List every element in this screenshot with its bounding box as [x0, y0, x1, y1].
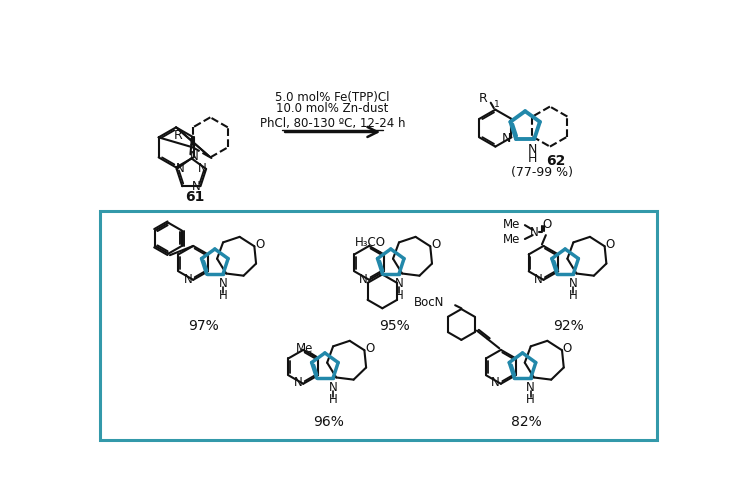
Text: (77-99 %): (77-99 %) [511, 166, 573, 179]
Text: N: N [190, 150, 199, 163]
Text: 1: 1 [189, 138, 194, 147]
Text: N: N [293, 376, 302, 389]
Text: H: H [395, 289, 403, 302]
Text: 62: 62 [546, 154, 566, 168]
Text: O: O [542, 218, 551, 231]
Text: 5.0 mol% Fe(TPP)Cl: 5.0 mol% Fe(TPP)Cl [276, 91, 390, 104]
Text: 96%: 96% [313, 415, 344, 429]
Text: N: N [502, 132, 511, 145]
Text: O: O [365, 342, 375, 355]
Text: O: O [605, 238, 615, 251]
Text: N: N [176, 162, 185, 176]
Text: O: O [431, 238, 440, 251]
Text: Me: Me [503, 218, 520, 231]
Text: N: N [219, 277, 228, 290]
Text: H: H [329, 393, 338, 406]
Text: N: N [329, 381, 338, 394]
Text: N: N [359, 273, 368, 286]
Text: N: N [395, 277, 403, 290]
Text: O: O [255, 238, 265, 251]
Text: 95%: 95% [379, 319, 410, 333]
Text: R: R [479, 93, 488, 105]
Text: 97%: 97% [188, 319, 219, 333]
Text: N: N [198, 162, 207, 176]
Text: BocN: BocN [414, 296, 444, 309]
Text: H₃CO: H₃CO [355, 236, 386, 249]
Text: PhCl, 80-130 ºC, 12-24 h: PhCl, 80-130 ºC, 12-24 h [260, 117, 406, 130]
Text: N: N [569, 277, 578, 290]
Text: H: H [526, 393, 535, 406]
Text: N: N [183, 273, 192, 286]
Bar [100, 211, 658, 440]
Text: 1: 1 [494, 101, 500, 109]
Text: 92%: 92% [554, 319, 585, 333]
Text: N: N [192, 180, 201, 193]
Text: H: H [528, 152, 537, 165]
Text: H: H [569, 289, 578, 302]
Text: N: N [528, 143, 537, 156]
Text: N: N [534, 273, 542, 286]
Text: N: N [530, 225, 539, 238]
Text: N: N [491, 376, 500, 389]
Text: 82%: 82% [511, 415, 542, 429]
Text: H: H [219, 289, 228, 302]
Text: 10.0 mol% Zn-dust: 10.0 mol% Zn-dust [276, 103, 389, 115]
Text: 61: 61 [185, 190, 205, 204]
Text: R: R [174, 129, 183, 142]
Text: N: N [526, 381, 535, 394]
Text: Me: Me [296, 342, 313, 355]
Text: O: O [563, 342, 572, 355]
Text: Me: Me [503, 233, 520, 246]
